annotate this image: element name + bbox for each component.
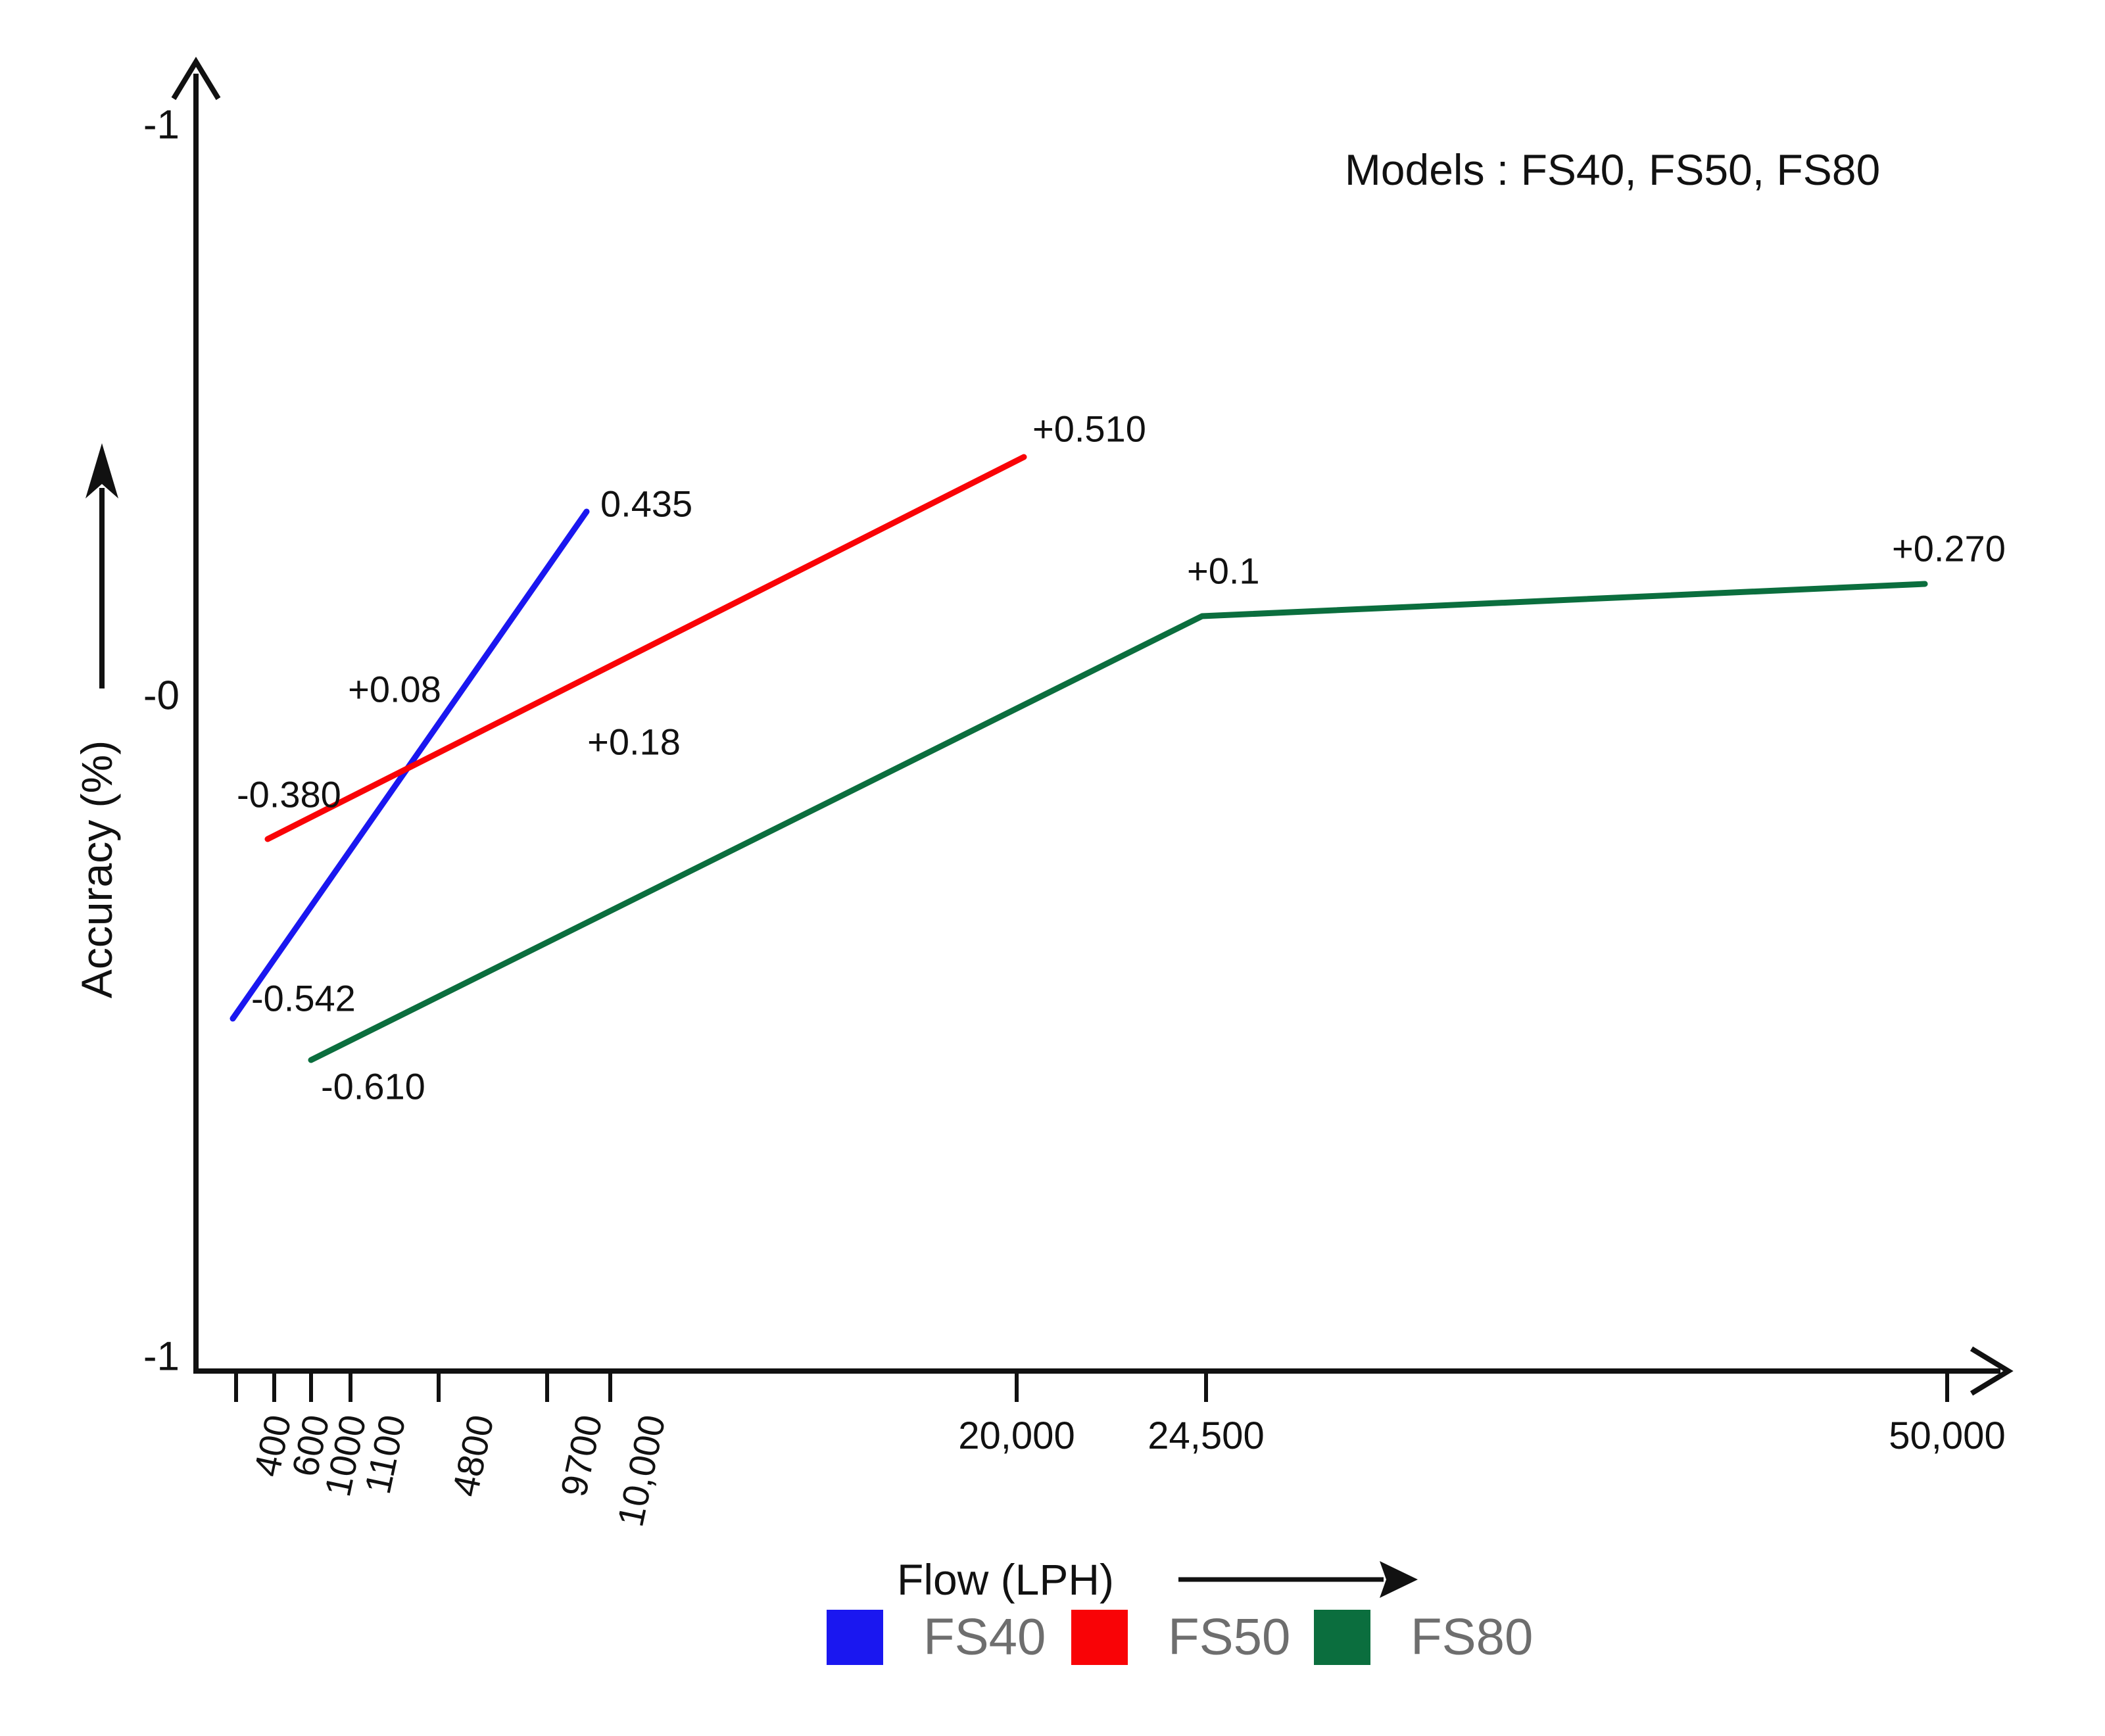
fs80-end-value: +0.270 bbox=[1892, 527, 2006, 569]
fs80-legend-swatch bbox=[1314, 1610, 1370, 1665]
fs50-start-value: -0.380 bbox=[237, 773, 341, 815]
fs50-legend-label: FS50 bbox=[1168, 1607, 1291, 1666]
fs40-legend-swatch bbox=[827, 1610, 883, 1665]
fs40-start-value: -0.542 bbox=[251, 977, 356, 1019]
fs50-end-value: +0.510 bbox=[1032, 408, 1146, 450]
fs50-line bbox=[264, 454, 1027, 842]
flow-direction-arrowhead-icon bbox=[1380, 1561, 1418, 1598]
y-tick-label-bottom: -1 bbox=[143, 1334, 180, 1380]
fs40-legend-label: FS40 bbox=[923, 1607, 1046, 1666]
x-axis-label: Flow (LPH) bbox=[897, 1555, 1115, 1604]
fs80-start-value: -0.610 bbox=[321, 1065, 425, 1107]
fs40-end-value: 0.435 bbox=[600, 483, 693, 525]
x-tick-label-20000: 20,000 bbox=[958, 1414, 1075, 1457]
y-tick-label-top: -1 bbox=[143, 102, 180, 148]
chart-title: Models : FS40, FS50, FS80 bbox=[1344, 145, 1881, 194]
fs50-legend-swatch bbox=[1071, 1610, 1128, 1665]
x-axis-arrowhead-icon bbox=[1970, 1346, 2014, 1396]
accuracy-direction-arrowhead-icon bbox=[85, 443, 118, 498]
fs40-mid-value: +0.08 bbox=[348, 668, 441, 710]
fs50-mid-value: +0.18 bbox=[587, 721, 681, 763]
y-axis-arrowhead-icon bbox=[171, 57, 221, 101]
y-axis-label: Accuracy (%) bbox=[72, 740, 121, 999]
fs80-mid-value: +0.1 bbox=[1187, 550, 1260, 592]
x-axis-ticks bbox=[234, 1371, 1949, 1402]
fs80-line bbox=[308, 581, 1928, 1063]
x-tick-label-24500: 24,500 bbox=[1148, 1414, 1265, 1457]
fs80-legend-label: FS80 bbox=[1411, 1607, 1534, 1666]
y-tick-label-zero: -0 bbox=[143, 673, 180, 719]
x-tick-label-50000: 50,000 bbox=[1889, 1414, 2006, 1457]
